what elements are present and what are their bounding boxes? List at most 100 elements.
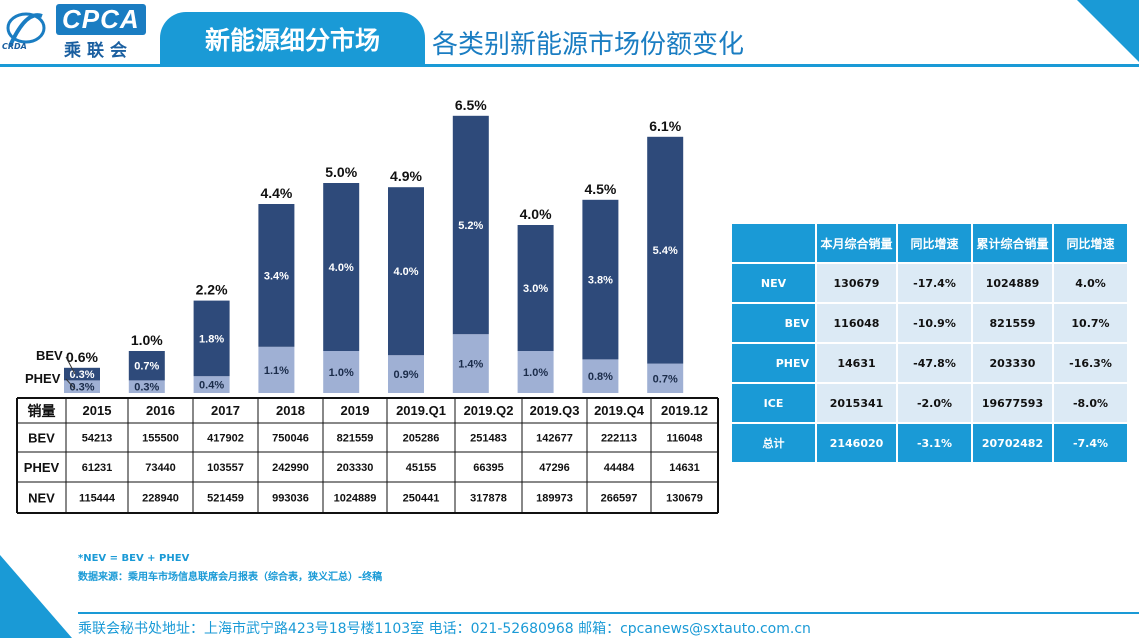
summary-cell: 116048: [817, 304, 896, 342]
label-bev: 5.4%: [653, 245, 678, 257]
label-bev: 5.2%: [458, 220, 483, 232]
label-phev: 0.3%: [134, 382, 159, 394]
table-cell: 142677: [536, 433, 573, 445]
summary-header: 同比增速: [898, 224, 971, 262]
label-total: 4.9%: [390, 168, 422, 184]
label-phev: 0.4%: [199, 380, 224, 392]
label-total: 5.0%: [325, 164, 357, 180]
label-phev: 0.7%: [653, 373, 678, 385]
table-row-label: BEV: [28, 431, 55, 446]
bar-phev: [582, 359, 619, 393]
summary-cell: -3.1%: [898, 424, 971, 462]
legend-bev-leader: [65, 356, 76, 375]
summary-row-label: 总计: [732, 424, 815, 462]
summary-cell: -8.0%: [1054, 384, 1127, 422]
summary-header-row: 本月综合销量 同比增速 累计综合销量 同比增速: [732, 224, 1127, 262]
table-cell: 821559: [337, 433, 374, 445]
bar-phev: [388, 355, 424, 393]
label-total: 6.1%: [649, 118, 681, 134]
summary-cell: -2.0%: [898, 384, 971, 422]
table-cell: 222113: [601, 433, 637, 445]
stacked-bar-chart: 0.3%0.3%0.6%0.3%0.7%1.0%0.4%1.8%2.2%1.1%…: [25, 97, 684, 394]
label-bev: 1.8%: [199, 333, 224, 345]
table-column-header: 2017: [211, 403, 240, 418]
bar-phev: [452, 334, 489, 393]
summary-row: PHEV 14631 -47.8% 203330 -16.3%: [732, 344, 1127, 382]
summary-corner: [732, 224, 815, 262]
summary-table: 本月综合销量 同比增速 累计综合销量 同比增速 NEV 130679 -17.4…: [730, 222, 1129, 464]
summary-row-label: ICE: [732, 384, 815, 422]
table-column-header: 2016: [146, 403, 175, 418]
table-cell: 155500: [142, 433, 179, 445]
label-total: 4.0%: [520, 206, 552, 222]
summary-cell: -47.8%: [898, 344, 971, 382]
table-column-header: 2019: [341, 403, 370, 418]
footer-rule: [78, 612, 1139, 614]
bar-bev: [517, 225, 554, 351]
summary-cell: 2146020: [817, 424, 896, 462]
table-cell: 73440: [145, 462, 176, 474]
table-column-header: 2018: [276, 403, 305, 418]
label-bev: 0.3%: [69, 369, 94, 381]
label-phev: 0.8%: [588, 371, 613, 383]
label-bev: 4.0%: [329, 262, 354, 274]
table-cell: 130679: [666, 493, 703, 505]
logo-sub-text: CRDA: [2, 42, 27, 51]
summary-cell: 19677593: [973, 384, 1052, 422]
table-cell: 47296: [539, 462, 570, 474]
corner-decoration: [1077, 0, 1139, 62]
summary-cell: -16.3%: [1054, 344, 1127, 382]
section-tab: 新能源细分市场: [160, 12, 425, 64]
bar-bev: [128, 351, 165, 381]
table-cell: 251483: [470, 433, 507, 445]
table-cell: 228940: [142, 493, 179, 505]
logo-cn-text: 乘联会: [64, 41, 133, 61]
label-bev: 3.0%: [523, 283, 548, 295]
table-cell: 750046: [272, 433, 309, 445]
label-phev: 0.9%: [393, 369, 418, 381]
table-cell: 250441: [403, 493, 440, 505]
table-row-label: PHEV: [24, 460, 60, 475]
label-phev: 0.3%: [69, 382, 94, 394]
summary-header: 本月综合销量: [817, 224, 896, 262]
summary-cell: -17.4%: [898, 264, 971, 302]
label-total: 0.6%: [66, 349, 98, 365]
summary-cell: 20702482: [973, 424, 1052, 462]
table-column-header: 2019.12: [661, 403, 708, 418]
summary-cell: 1024889: [973, 264, 1052, 302]
table-cell: 189973: [536, 493, 573, 505]
formula-note: *NEV = BEV + PHEV: [78, 553, 190, 564]
label-total: 2.2%: [196, 282, 228, 298]
table-cell: 115444: [79, 493, 116, 505]
table-cell: 266597: [601, 493, 638, 505]
label-total: 6.5%: [455, 97, 487, 113]
summary-cell: 10.7%: [1054, 304, 1127, 342]
table-cell: 66395: [473, 462, 504, 474]
label-total: 1.0%: [131, 332, 163, 348]
bar-phev: [323, 351, 360, 393]
bar-phev: [128, 380, 165, 393]
label-phev: 1.4%: [458, 359, 483, 371]
bar-bev: [647, 136, 684, 364]
label-bev: 3.8%: [588, 275, 613, 287]
table-cell: 44484: [604, 462, 635, 474]
table-cell: 1024889: [334, 493, 377, 505]
label-bev: 4.0%: [393, 266, 418, 278]
summary-row: BEV 116048 -10.9% 821559 10.7%: [732, 304, 1127, 342]
summary-header: 累计综合销量: [973, 224, 1052, 262]
table-cell: 116048: [666, 433, 702, 445]
summary-cell: -7.4%: [1054, 424, 1127, 462]
table-cell: 205286: [403, 433, 440, 445]
label-total: 4.5%: [584, 181, 616, 197]
table-row-label: NEV: [28, 491, 55, 506]
table-cell: 521459: [207, 493, 244, 505]
table-column-header: 2019.Q2: [464, 403, 514, 418]
table-cell: 417902: [207, 433, 244, 445]
bar-bev: [452, 115, 489, 335]
table-cell: 61231: [82, 462, 113, 474]
label-total: 4.4%: [260, 185, 292, 201]
label-phev: 1.0%: [523, 367, 548, 379]
legend-phev-leader: [65, 378, 76, 390]
bar-phev: [193, 376, 230, 393]
summary-row-label: NEV: [732, 264, 815, 302]
